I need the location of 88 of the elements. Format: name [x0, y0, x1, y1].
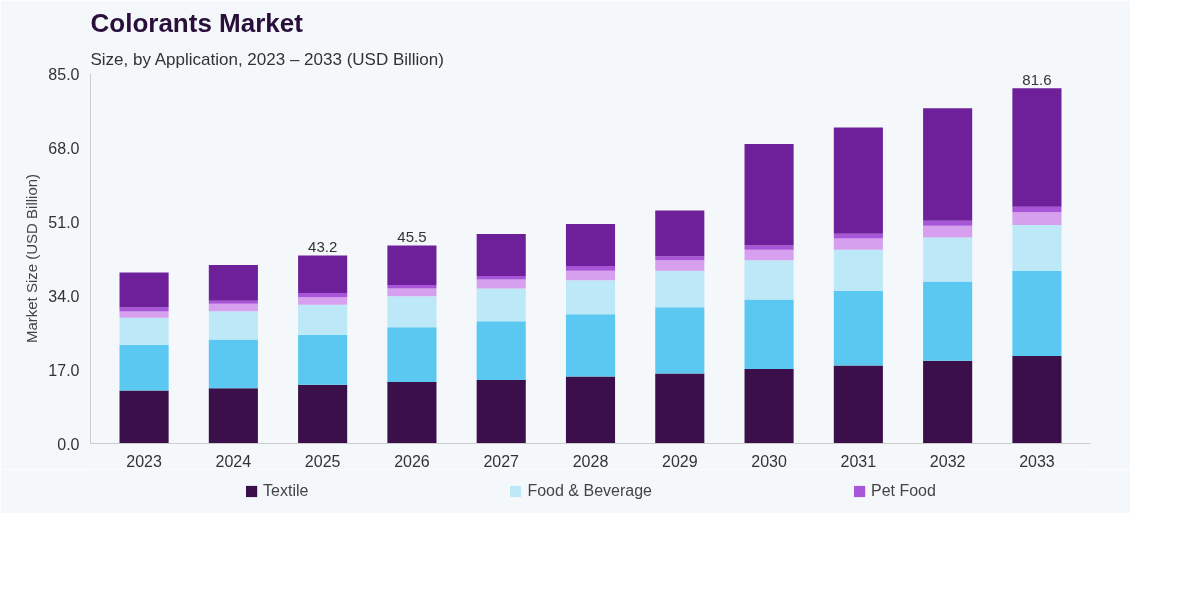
bar	[208, 300, 258, 304]
bar	[744, 369, 794, 444]
bar	[476, 234, 526, 276]
bar	[298, 292, 348, 298]
y-tick-label: 0.0	[57, 435, 80, 453]
bar	[923, 237, 973, 282]
x-tick-label: 2027	[483, 452, 520, 470]
bar	[208, 388, 258, 444]
bar	[923, 360, 973, 444]
bar	[833, 249, 883, 291]
bar	[476, 321, 526, 380]
x-tick-label: 2024	[215, 452, 252, 470]
bar	[387, 245, 437, 286]
bar	[565, 376, 616, 444]
y-tick-label: 51.0	[48, 213, 80, 231]
legend-label: Food & Beverage	[527, 482, 652, 500]
bar	[1012, 88, 1062, 207]
y-tick-label: 85.0	[48, 65, 80, 83]
bar	[923, 108, 973, 221]
bar	[298, 384, 348, 444]
bar	[1012, 212, 1062, 225]
bar	[119, 311, 169, 318]
bar	[119, 344, 169, 391]
bar	[298, 334, 348, 385]
bar	[1012, 271, 1062, 357]
bar	[744, 245, 794, 250]
bar	[655, 373, 705, 444]
x-tick-label: 2030	[751, 452, 787, 470]
bar	[1012, 224, 1062, 272]
x-tick-label: 2029	[661, 452, 698, 470]
y-tick-label: 34.0	[48, 287, 80, 305]
bar	[655, 270, 705, 308]
bar	[565, 265, 616, 271]
bar	[565, 270, 616, 281]
bar	[208, 311, 258, 340]
bar	[208, 303, 258, 312]
total-label: 81.6	[1022, 71, 1052, 89]
x-tick-label: 2028	[572, 452, 609, 470]
total-label: 45.5	[397, 228, 427, 246]
bar	[208, 339, 258, 389]
x-tick-label: 2023	[126, 452, 162, 470]
bar	[119, 390, 169, 444]
bar	[387, 382, 437, 444]
bar	[119, 317, 169, 345]
bar	[833, 127, 883, 234]
x-tick-label: 2026	[394, 452, 430, 470]
bar	[565, 224, 616, 266]
bar	[298, 255, 348, 293]
bar	[744, 144, 794, 246]
y-tick-label: 68.0	[48, 139, 80, 157]
bar	[923, 220, 973, 226]
chart-subtitle: Size, by Application, 2023 – 2033 (USD Billion)	[90, 49, 444, 69]
bar	[833, 238, 883, 250]
total-label: 43.2	[308, 238, 338, 256]
bar	[744, 249, 794, 261]
bar	[833, 365, 883, 444]
bar	[1012, 356, 1062, 444]
x-tick-label: 2032	[929, 452, 966, 470]
bar	[476, 288, 526, 322]
legend-label: Textile	[263, 482, 309, 500]
bar	[387, 285, 437, 289]
x-tick-label: 2033	[1019, 452, 1055, 470]
legend-label: Pet Food	[870, 482, 936, 500]
bar	[387, 327, 437, 383]
bar	[119, 272, 169, 308]
bar	[476, 379, 526, 444]
bar	[923, 225, 973, 238]
bar	[208, 265, 258, 301]
bar	[744, 260, 794, 300]
bar	[833, 290, 883, 366]
bar	[476, 279, 526, 289]
chart-title: Colorants Market	[90, 7, 304, 38]
bar	[298, 304, 348, 335]
bar	[923, 281, 973, 361]
bar	[565, 280, 616, 315]
y-axis-title: Market Size (USD Billion)	[23, 173, 41, 344]
x-tick-label: 2025	[304, 452, 341, 470]
bar	[565, 314, 616, 377]
bar	[655, 260, 705, 271]
x-tick-label: 2031	[840, 452, 877, 470]
bar	[387, 296, 437, 328]
bar	[744, 299, 794, 370]
bar	[655, 210, 705, 257]
y-tick-label: 17.0	[48, 361, 80, 379]
bar	[655, 307, 705, 374]
bar	[298, 297, 348, 305]
bar	[655, 256, 705, 261]
bar	[119, 307, 169, 312]
